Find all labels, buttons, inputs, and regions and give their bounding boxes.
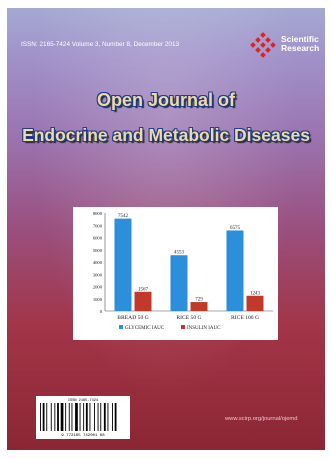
barcode-bar <box>100 403 101 431</box>
bar <box>247 296 264 311</box>
bar <box>227 230 244 311</box>
data-label: 1243 <box>250 291 261 296</box>
data-label: 7542 <box>118 214 129 219</box>
barcode-bar <box>54 403 55 431</box>
publisher-diamond-icon <box>247 32 279 62</box>
data-label: 729 <box>195 298 203 303</box>
barcode-bar <box>69 403 70 431</box>
barcode-bar <box>104 403 106 431</box>
y-tick-label: 5000 <box>93 248 103 253</box>
barcode-bar <box>57 403 59 431</box>
bar <box>171 255 188 311</box>
journal-website: www.scirp.org/journal/ojemd <box>225 416 298 422</box>
barcode-bar <box>115 403 117 431</box>
barcode-bar <box>98 403 99 431</box>
bar <box>191 302 208 311</box>
x-tick-label: RICE 50 G <box>176 315 201 321</box>
barcode-bar <box>75 403 78 431</box>
legend-swatch <box>119 325 123 329</box>
x-tick-label: RICE 100 G <box>231 315 259 321</box>
barcode-bar <box>51 403 52 431</box>
barcode-bar <box>112 403 113 431</box>
barcode: ISSN 2165-7424 9 772165 742001 08 <box>36 396 130 439</box>
publisher-name: Scientific Research <box>281 35 325 53</box>
y-tick-label: 7000 <box>93 223 103 228</box>
publisher-logo: Scientific Research <box>247 32 325 62</box>
y-tick-label: 4000 <box>93 260 103 265</box>
journal-cover: ISSN: 2165-7424 Volume 3, Number 8, Dece… <box>7 8 325 450</box>
y-tick-label: 1000 <box>93 297 103 302</box>
y-tick-label: 2000 <box>93 285 103 290</box>
bar <box>115 219 132 311</box>
data-label: 6575 <box>230 226 241 231</box>
barcode-bar <box>108 403 109 431</box>
barcode-bar <box>80 403 81 431</box>
barcode-bar <box>94 403 95 431</box>
barcode-bar <box>90 403 91 431</box>
barcode-digits: 9 772165 742001 08 <box>61 434 105 438</box>
y-tick-label: 3000 <box>93 272 103 277</box>
journal-title-line2: Endocrine and Metabolic Diseases <box>7 125 325 146</box>
data-label: 1567 <box>138 287 149 292</box>
barcode-bar <box>65 403 66 431</box>
chart-panel: 8000 7000 6000 5000 4000 3000 2000 1000 0 7542 156… <box>73 207 278 340</box>
barcode-graphic: ISSN 2165-7424 9 772165 742001 08 <box>36 396 130 439</box>
y-tick-label: 0 <box>100 309 103 314</box>
barcode-bar <box>83 403 84 431</box>
issn-volume-line: ISSN: 2165-7424 Volume 3, Number 8, Dece… <box>21 41 179 48</box>
y-tick-label: 8000 <box>93 211 103 216</box>
data-label: 4553 <box>174 251 185 256</box>
legend-label: INSULIN IAUC <box>187 326 221 331</box>
bar <box>135 292 152 311</box>
bar-chart: 8000 7000 6000 5000 4000 3000 2000 1000 0 7542 156… <box>73 207 278 340</box>
y-tick-label: 6000 <box>93 236 103 241</box>
publisher-name-line2: Research <box>281 44 325 53</box>
barcode-bar <box>43 403 45 431</box>
journal-title-line1: Open Journal of <box>7 90 325 111</box>
legend-label: GLYCEMIC IAUC <box>125 326 165 331</box>
barcode-bar <box>86 403 88 431</box>
barcode-issn-text: ISSN 2165-7424 <box>68 399 98 403</box>
legend-swatch <box>181 325 185 329</box>
barcode-bar <box>61 403 64 431</box>
barcode-bar <box>40 403 41 431</box>
barcode-bar <box>72 403 73 431</box>
x-tick-label: BREAD 50 G <box>117 315 148 321</box>
barcode-bar <box>46 403 47 431</box>
